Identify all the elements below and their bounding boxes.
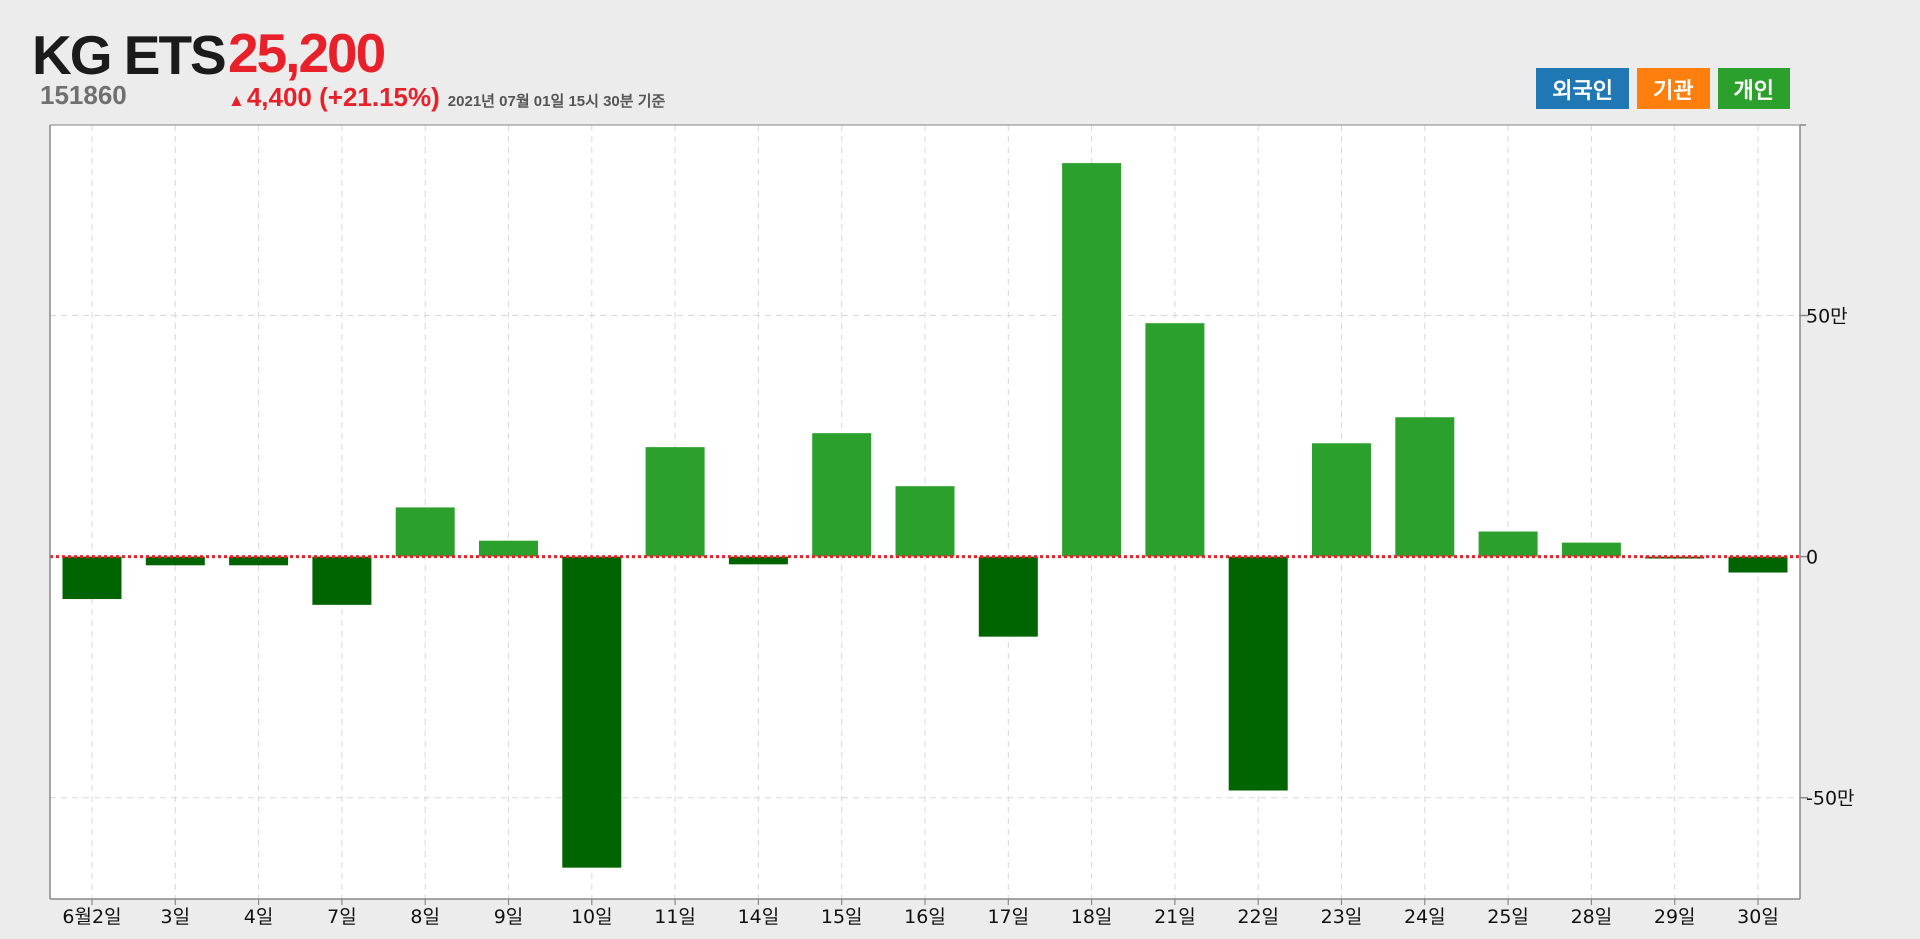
x-tick-label: 25일 (1487, 906, 1529, 928)
y-tick-label: -50만 (1806, 788, 1855, 810)
bar-23일 (1312, 443, 1371, 557)
stock-price: 25,200 (228, 22, 386, 84)
x-tick-label: 15일 (821, 906, 863, 928)
x-tick-label: 30일 (1737, 906, 1779, 928)
bar-24일 (1395, 417, 1455, 557)
x-tick-label: 24일 (1404, 906, 1446, 928)
x-tick-label: 16일 (904, 906, 946, 928)
x-tick-label: 14일 (738, 906, 780, 928)
bar-14일 (728, 556, 788, 565)
bar-28일 (1561, 542, 1621, 557)
stock-header: KG ETS 25,200 151860 ▲4,400 (+21.15%) 20… (32, 22, 1892, 122)
timestamp: 2021년 07월 01일 15시 30분 기준 (447, 93, 666, 110)
x-tick-label: 4일 (244, 906, 274, 928)
bar-7일 (312, 556, 372, 605)
bar-21일 (1145, 323, 1205, 557)
x-tick-label: 7일 (327, 906, 357, 928)
price-change-value: 4,400 (+21.15%) (246, 82, 440, 112)
x-tick-label: 17일 (987, 906, 1029, 928)
y-tick-label: 0 (1806, 547, 1818, 569)
x-tick-label: 29일 (1654, 906, 1696, 928)
x-tick-label: 3일 (161, 906, 191, 928)
x-tick-label: 18일 (1071, 906, 1113, 928)
bar-3일 (145, 556, 205, 566)
bar-30일 (1728, 556, 1788, 573)
x-tick-label: 11일 (654, 906, 696, 928)
bar-8일 (395, 507, 455, 557)
bar-25일 (1478, 531, 1538, 557)
bar-16일 (895, 486, 955, 557)
bar-15일 (812, 433, 872, 557)
stock-name: KG ETS (32, 24, 227, 86)
bar-29일 (1645, 556, 1705, 559)
x-tick-label: 22일 (1237, 906, 1279, 928)
up-arrow-icon: ▲ (228, 91, 245, 110)
y-tick-label: 50만 (1806, 305, 1848, 327)
bar-18일 (1062, 163, 1122, 557)
x-tick-label: 28일 (1571, 906, 1613, 928)
bar-4일 (229, 556, 289, 566)
x-tick-label: 23일 (1321, 906, 1363, 928)
price-change: ▲4,400 (+21.15%) (228, 84, 440, 110)
bar-10일 (562, 556, 622, 868)
x-tick-label: 8일 (410, 906, 440, 928)
x-tick-label: 9일 (494, 906, 524, 928)
institution-investor-button[interactable]: 기관 (1637, 68, 1710, 109)
x-tick-label: 10일 (571, 906, 613, 928)
price-change-row: ▲4,400 (+21.15%) 2021년 07월 01일 15시 30분 기… (228, 84, 665, 110)
bar-22일 (1228, 556, 1288, 791)
bar-9일 (479, 540, 538, 557)
individual-investor-button[interactable]: 개인 (1717, 68, 1790, 109)
bar-11일 (645, 447, 705, 557)
x-tick-label: 21일 (1154, 906, 1196, 928)
stock-code: 151860 (40, 80, 127, 110)
investor-legend: 외국인 기관 개인 (1536, 68, 1790, 109)
bar-17일 (978, 556, 1038, 637)
foreign-investor-button[interactable]: 외국인 (1536, 68, 1630, 109)
x-tick-label: 6월2일 (62, 906, 121, 928)
bar-6월2일 (62, 556, 122, 600)
